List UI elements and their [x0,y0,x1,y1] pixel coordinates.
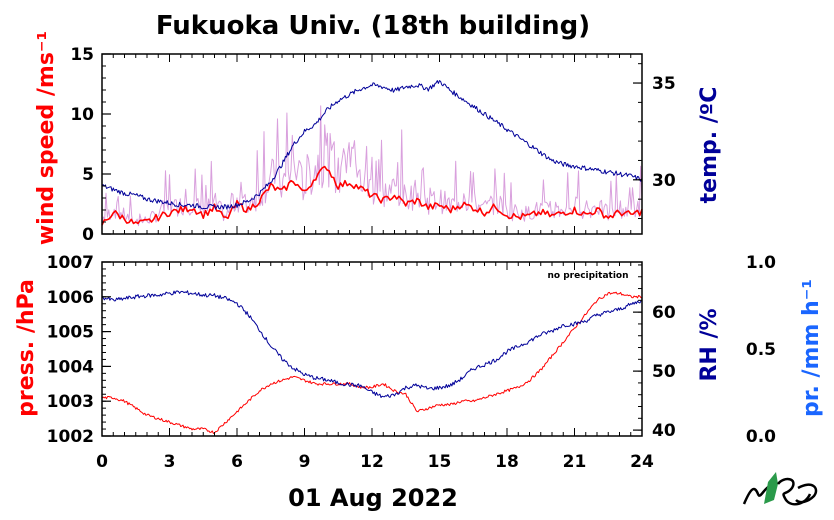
pressure-tick-label: 1006 [47,288,94,308]
x-tick-label: 3 [164,452,176,472]
x-tick-label: 9 [299,452,311,472]
x-tick-label: 15 [428,452,452,472]
x-tick-label: 24 [630,452,654,472]
x-tick-label: 12 [360,452,384,472]
x-tick-label: 6 [231,452,243,472]
rh-line [101,290,643,398]
wind-tick-label: 15 [70,45,94,65]
no-precipitation-note: no precipitation [547,271,628,281]
pressure-tick-label: 1002 [47,427,94,447]
pressure-tick-label: 1007 [47,253,94,273]
mes-logo [742,472,818,506]
wind-raw-line [101,105,643,227]
top-panel-frame [101,53,643,235]
wind-tick-label: 5 [82,165,94,185]
rh-tick-label: 50 [652,362,676,382]
wind-mean-line [101,165,643,226]
plot-layer: 0 3 6 9 12 15 18 21 24 0 5 10 15 30 35 1002 1003 1004 1005… [47,45,776,472]
rh-axis-label: RH /% [697,308,722,381]
precip-axis-label: pr. /mm h⁻¹ [799,279,824,417]
x-tick-label: 21 [563,452,587,472]
precip-tick-label: 0.5 [746,340,776,360]
wind-tick-label: 10 [70,105,94,125]
pressure-tick-label: 1003 [47,392,94,412]
temp-axis-label: temp. /ºC [697,87,722,204]
pressure-line [101,291,643,434]
precip-tick-label: 1.0 [746,253,776,273]
pressure-axis-label: press. /hPa [14,279,39,417]
x-tick-label: 0 [96,452,108,472]
temp-tick-label: 30 [652,171,676,191]
wind-axis-label: wind speed /ms⁻¹ [34,31,59,245]
rh-tick-label: 40 [652,421,676,441]
pressure-tick-label: 1005 [47,323,94,343]
chart-title: Fukuoka Univ. (18th building) [156,11,590,41]
precip-tick-label: 0.0 [746,427,776,447]
bottom-panel-frame [101,261,643,437]
temp-tick-label: 35 [652,74,676,94]
temperature-line [101,80,643,210]
rh-tick-label: 60 [652,303,676,323]
date-label: 01 Aug 2022 [288,484,458,512]
pressure-tick-label: 1004 [47,357,94,377]
x-tick-label: 18 [495,452,519,472]
wind-tick-label: 0 [82,225,94,245]
